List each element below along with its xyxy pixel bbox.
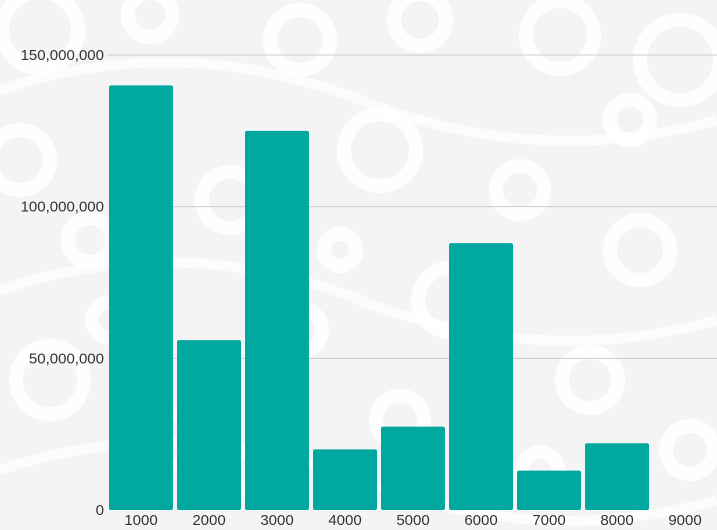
x-tick-label: 5000 bbox=[396, 512, 429, 529]
x-tick-label: 2000 bbox=[192, 512, 225, 529]
y-axis-tick-labels: 0 50,000,000 100,000,000 150,000,000 bbox=[21, 47, 104, 519]
y-tick-label: 150,000,000 bbox=[21, 47, 104, 64]
bar-4000 bbox=[313, 449, 377, 510]
bar-7000 bbox=[517, 470, 581, 510]
x-tick-label: 4000 bbox=[328, 512, 361, 529]
bar-5000 bbox=[381, 426, 445, 510]
x-tick-label: 6000 bbox=[464, 512, 497, 529]
x-axis-tick-labels: 1000 2000 3000 4000 5000 6000 7000 8000 9000 bbox=[124, 512, 701, 529]
x-tick-label: 7000 bbox=[532, 512, 565, 529]
x-tick-label: 9000 bbox=[668, 512, 701, 529]
bar-3000 bbox=[245, 130, 309, 511]
bars bbox=[109, 85, 649, 511]
y-tick-label: 50,000,000 bbox=[29, 350, 104, 367]
x-tick-label: 1000 bbox=[124, 512, 157, 529]
x-tick-label: 8000 bbox=[600, 512, 633, 529]
bar-1000 bbox=[109, 85, 173, 510]
bar-2000 bbox=[177, 340, 241, 510]
y-tick-label: 100,000,000 bbox=[21, 199, 104, 216]
bar-6000 bbox=[449, 243, 513, 511]
x-tick-label: 3000 bbox=[260, 512, 293, 529]
bar-8000 bbox=[585, 443, 649, 510]
y-tick-label: 0 bbox=[96, 502, 104, 519]
